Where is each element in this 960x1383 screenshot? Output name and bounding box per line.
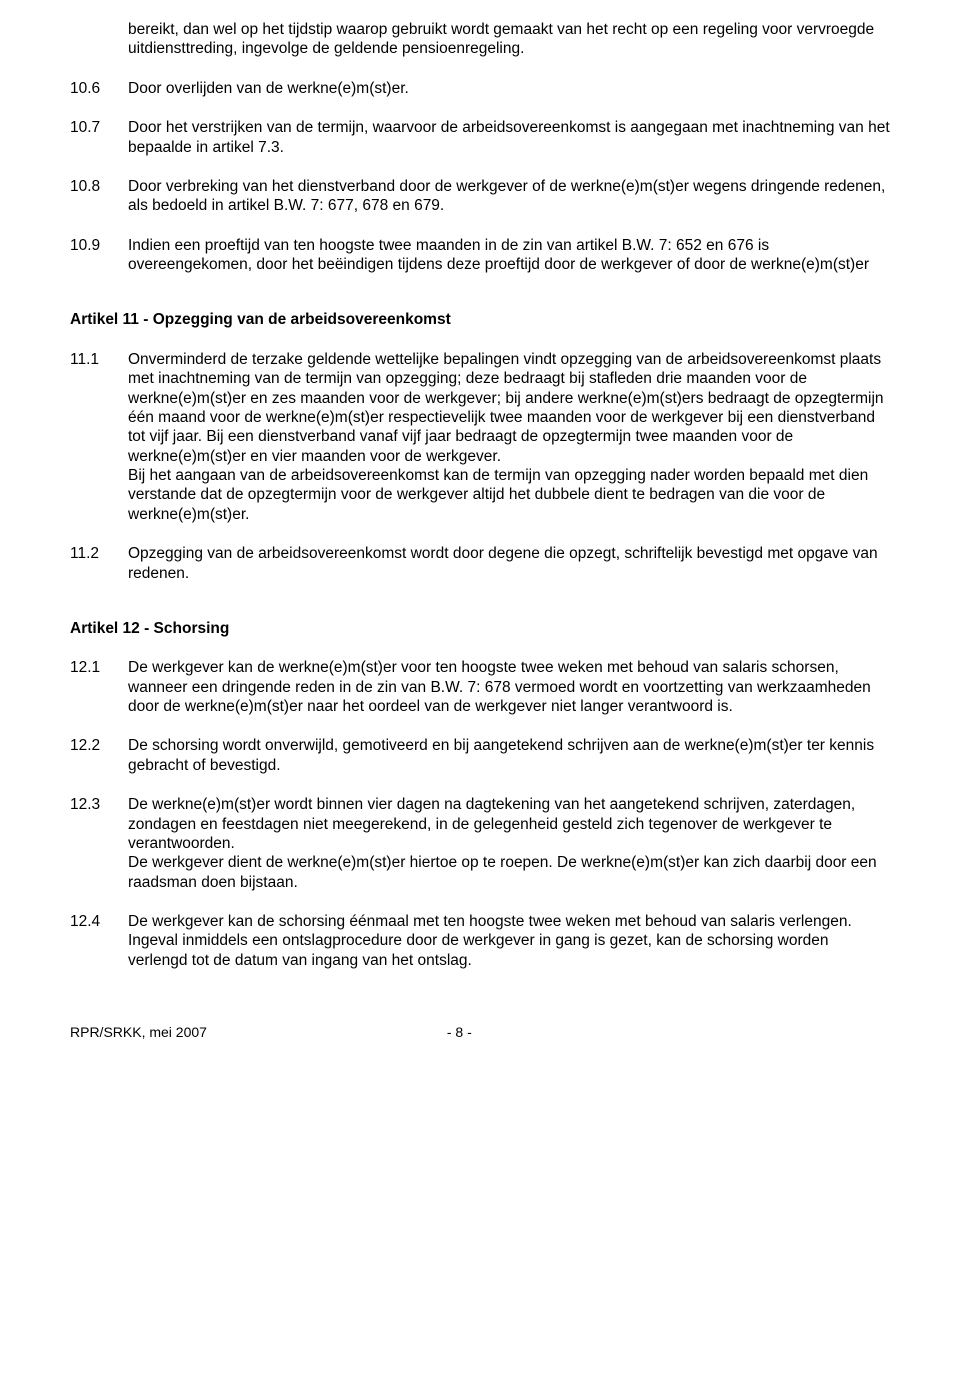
clause-12-3: 12.3 De werkne(e)m(st)er wordt binnen vi… <box>70 795 890 892</box>
clause-12-1: 12.1 De werkgever kan de werkne(e)m(st)e… <box>70 658 890 716</box>
clause-num: 12.4 <box>70 912 128 970</box>
clause-text: Door verbreking van het dienstverband do… <box>128 177 890 216</box>
clause-num: 10.6 <box>70 79 128 98</box>
clause-10-6: 10.6 Door overlijden van de werkne(e)m(s… <box>70 79 890 98</box>
clause-text: De werkne(e)m(st)er wordt binnen vier da… <box>128 795 890 892</box>
clause-num: 11.1 <box>70 350 128 524</box>
clause-text: Indien een proeftijd van ten hoogste twe… <box>128 236 890 275</box>
clause-12-4: 12.4 De werkgever kan de schorsing éénma… <box>70 912 890 970</box>
footer-left: RPR/SRKK, mei 2007 <box>70 1024 207 1040</box>
clause-text: De werkgever kan de schorsing éénmaal me… <box>128 912 890 970</box>
clause-text: De schorsing wordt onverwijld, gemotivee… <box>128 736 890 775</box>
clause-text: bereikt, dan wel op het tijdstip waarop … <box>128 20 890 59</box>
clause-num: 11.2 <box>70 544 128 583</box>
page-footer: RPR/SRKK, mei 2007 - 8 - <box>70 1024 890 1042</box>
clause-10-9: 10.9 Indien een proeftijd van ten hoogst… <box>70 236 890 275</box>
clause-continuation: bereikt, dan wel op het tijdstip waarop … <box>70 20 890 59</box>
clause-num: 12.2 <box>70 736 128 775</box>
clause-num <box>70 20 128 59</box>
article-11-heading: Artikel 11 - Opzegging van de arbeidsove… <box>70 310 890 329</box>
clause-11-1: 11.1 Onverminderd de terzake geldende we… <box>70 350 890 524</box>
clause-num: 12.3 <box>70 795 128 892</box>
clause-10-8: 10.8 Door verbreking van het dienstverba… <box>70 177 890 216</box>
clause-text: De werkgever kan de werkne(e)m(st)er voo… <box>128 658 890 716</box>
clause-text: Onverminderd de terzake geldende wetteli… <box>128 350 890 524</box>
footer-page: - 8 - <box>447 1024 472 1040</box>
clause-num: 10.8 <box>70 177 128 216</box>
article-12-heading: Artikel 12 - Schorsing <box>70 619 890 638</box>
clause-num: 12.1 <box>70 658 128 716</box>
clause-text: Door het verstrijken van de termijn, waa… <box>128 118 890 157</box>
clause-10-7: 10.7 Door het verstrijken van de termijn… <box>70 118 890 157</box>
clause-text: Door overlijden van de werkne(e)m(st)er. <box>128 79 890 98</box>
clause-11-2: 11.2 Opzegging van de arbeidsovereenkoms… <box>70 544 890 583</box>
clause-num: 10.9 <box>70 236 128 275</box>
clause-12-2: 12.2 De schorsing wordt onverwijld, gemo… <box>70 736 890 775</box>
clause-num: 10.7 <box>70 118 128 157</box>
clause-text: Opzegging van de arbeidsovereenkomst wor… <box>128 544 890 583</box>
